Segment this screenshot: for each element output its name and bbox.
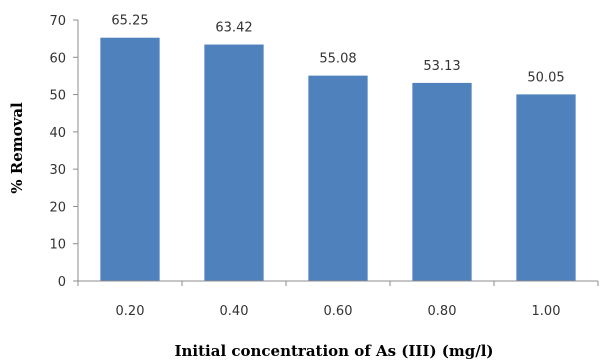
bar	[516, 94, 576, 281]
y-tick-label: 20	[49, 200, 66, 215]
data-label: 53.13	[423, 59, 460, 74]
y-tick-label: 40	[49, 126, 66, 141]
x-tick-label: 0.60	[324, 304, 353, 319]
y-tick-label: 30	[49, 163, 66, 178]
y-tick-label: 60	[49, 51, 66, 66]
bar	[204, 44, 264, 282]
x-tick-label: 1.00	[532, 304, 561, 319]
data-label: 50.05	[527, 70, 564, 85]
x-tick-labels-group: 0.20 0.40 0.60 0.80 1.00	[116, 304, 561, 319]
x-axis-title: Initial concentration of As (III) (mg/l)	[174, 342, 493, 360]
y-tick-marks-group	[73, 19, 78, 282]
y-tick-label: 50	[49, 89, 66, 104]
x-tick-label: 0.20	[116, 304, 145, 319]
data-label: 55.08	[319, 52, 356, 67]
bar	[412, 82, 472, 281]
data-label: 65.25	[111, 14, 148, 29]
y-tick-label: 10	[49, 238, 66, 253]
y-tick-labels-group: 0 10 20 30 40 50 60 70	[49, 14, 66, 290]
bars-group	[100, 37, 576, 282]
bar	[308, 75, 368, 282]
y-tick-label: 0	[58, 275, 66, 290]
x-tick-label: 0.40	[220, 304, 249, 319]
y-tick-label: 70	[49, 14, 66, 29]
data-labels-group: 65.25 63.42 55.08 53.13 50.05	[111, 14, 564, 86]
bar	[100, 37, 160, 282]
x-tick-label: 0.80	[428, 304, 457, 319]
data-label: 63.42	[215, 21, 252, 36]
y-axis-title: % Removal	[8, 102, 26, 194]
x-tick-marks-group	[77, 281, 599, 286]
